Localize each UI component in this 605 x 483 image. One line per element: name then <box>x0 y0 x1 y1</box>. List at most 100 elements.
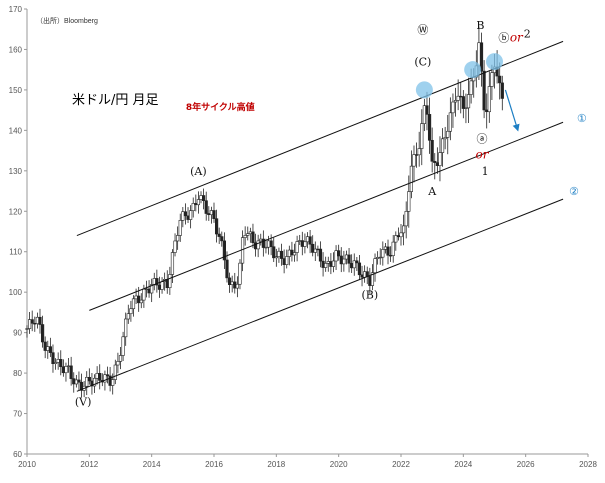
candle-body <box>214 218 219 235</box>
candle-body <box>313 248 317 253</box>
candle-body <box>337 250 341 257</box>
candle-body <box>292 252 297 256</box>
channel-marker: ② <box>569 185 579 198</box>
candle-body <box>391 241 395 256</box>
candle-body <box>74 379 78 385</box>
candle-body <box>277 250 281 257</box>
candle-body <box>438 152 442 166</box>
candle-body <box>300 240 304 247</box>
candle-body <box>272 246 276 259</box>
candle-body <box>266 240 271 248</box>
candle-body <box>417 148 421 156</box>
candle-body <box>321 260 325 268</box>
candle-body <box>453 100 458 103</box>
candle-body <box>412 154 416 167</box>
y-tick-label: 130 <box>9 167 23 176</box>
candle-body <box>404 211 408 227</box>
candle-body <box>287 249 291 257</box>
candle-body <box>394 235 398 243</box>
wave-label: Ⓦ <box>417 23 428 36</box>
candle-body <box>347 254 351 264</box>
candle-body <box>378 256 382 259</box>
candle-body <box>256 240 260 250</box>
candle-body <box>134 295 138 300</box>
candle-body <box>87 376 91 382</box>
candle-body <box>243 235 247 238</box>
candle-body <box>27 319 32 329</box>
candle-body <box>485 109 489 113</box>
candle-body <box>189 210 193 220</box>
candle-body <box>168 274 172 289</box>
candle-body <box>269 240 273 248</box>
candle-body <box>355 260 359 264</box>
candle-body <box>202 195 206 202</box>
wave-label: 2 <box>524 27 531 40</box>
chart-title: 米ドル/円 月足 <box>72 93 159 108</box>
candle-body <box>414 154 419 156</box>
y-tick-label: 140 <box>9 126 23 135</box>
candle-body <box>298 240 302 242</box>
candle-body <box>498 75 502 84</box>
candle-body <box>282 258 286 265</box>
candle-body <box>98 373 102 381</box>
candle-body <box>420 123 424 149</box>
candle-body <box>209 210 214 216</box>
candle-body <box>181 211 185 221</box>
cycle-high-note: 8年サイクル高値 <box>186 101 255 113</box>
candle-body <box>381 249 385 258</box>
candle-body <box>448 112 452 132</box>
candle-body <box>409 165 413 192</box>
x-tick-label: 2014 <box>143 460 161 469</box>
candle-body <box>144 288 149 291</box>
highlight-circles <box>415 53 503 99</box>
candle-body <box>326 261 330 264</box>
candle-body <box>33 322 37 325</box>
highlight-circle <box>464 61 482 79</box>
price-candles <box>25 26 504 398</box>
candle-body <box>246 233 250 236</box>
candle-body <box>77 379 81 383</box>
candle-body <box>225 259 229 279</box>
candle-body <box>339 255 343 265</box>
candle-body <box>160 281 164 290</box>
source-note: （出所）Bloomberg <box>36 16 98 25</box>
candle-body <box>233 281 237 289</box>
wave-label: A <box>427 185 437 198</box>
candle-body <box>422 105 426 124</box>
candle-body <box>235 283 239 289</box>
candle-body <box>155 278 159 286</box>
candle-body <box>150 284 154 294</box>
candle-body <box>331 260 336 267</box>
wave-label: ⓑ <box>498 31 509 44</box>
candle-body <box>46 346 50 351</box>
candle-body <box>186 215 190 220</box>
or-label: or <box>510 30 524 44</box>
wave-label: (A) <box>190 165 207 178</box>
candle-body <box>376 257 380 259</box>
candle-body <box>217 233 221 237</box>
candle-body <box>456 95 460 101</box>
candle-body <box>137 295 141 304</box>
candle-body <box>53 362 58 365</box>
candle-body <box>126 313 130 320</box>
candle-body <box>176 235 180 242</box>
y-tick-label: 80 <box>13 369 22 378</box>
x-tick-label: 2024 <box>454 460 472 469</box>
candle-body <box>459 95 463 98</box>
candle-body <box>363 271 367 278</box>
candle-body <box>386 246 390 256</box>
candle-body <box>142 288 146 301</box>
candle-body <box>490 72 494 87</box>
candle-body <box>251 231 255 243</box>
candle-body <box>38 316 42 325</box>
candle-body <box>43 341 47 351</box>
highlight-circle <box>486 53 503 71</box>
candle-body <box>440 138 445 153</box>
candle-body <box>64 366 68 374</box>
candle-body <box>430 139 434 162</box>
candle-body <box>248 231 252 234</box>
wave-labels: (V)(A)(B)(C)ⓌABⓐⓑ21oror8年サイクル高値8年サイクル高値①… <box>75 19 587 408</box>
candle-body <box>373 258 377 274</box>
wave-label: 1 <box>482 165 489 178</box>
wave-label: B <box>476 19 484 32</box>
